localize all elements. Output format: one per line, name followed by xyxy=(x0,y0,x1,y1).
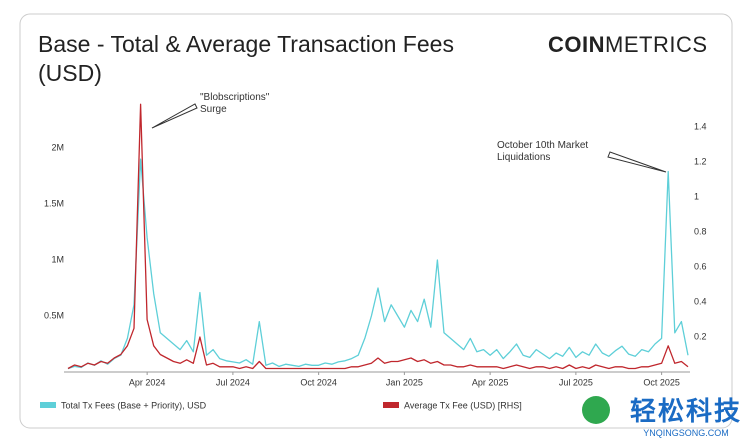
x-tick-label: Oct 2025 xyxy=(643,377,680,387)
annotation: "Blobscriptions" Surge xyxy=(200,92,270,115)
y-tick-label: 1.5M xyxy=(44,198,64,208)
y2-tick-label: 0.2 xyxy=(694,331,707,341)
y2-tick-label: 1.4 xyxy=(694,121,707,131)
watermark: 轻松科技 YNQINGSONG.COM xyxy=(630,391,742,438)
y-tick-label: 0.5M xyxy=(44,310,64,320)
watermark-url: YNQINGSONG.COM xyxy=(643,428,729,438)
x-tick-label: Apr 2025 xyxy=(472,377,509,387)
x-tick-label: Jan 2025 xyxy=(386,377,423,387)
x-tick-label: Jul 2025 xyxy=(559,377,593,387)
legend-label: Average Tx Fee (USD) [RHS] xyxy=(404,400,522,410)
arrow xyxy=(607,151,667,173)
logo-light: METRICS xyxy=(605,32,708,57)
frame xyxy=(19,13,733,429)
series-line xyxy=(67,158,689,370)
legend-label: Total Tx Fees (Base + Priority), USD xyxy=(61,400,207,410)
y2-tick-label: 1.2 xyxy=(694,156,707,166)
series-line xyxy=(67,103,689,370)
y2-tick-label: 0.4 xyxy=(694,296,707,306)
logo-bold: COIN xyxy=(548,32,605,57)
y2-tick-label: 1 xyxy=(694,191,699,201)
legend-swatch xyxy=(40,402,56,408)
x-tick-label: Oct 2024 xyxy=(300,377,337,387)
watermark-text: 轻松科技 xyxy=(629,396,742,426)
x-tick-label: Jul 2024 xyxy=(216,377,250,387)
y-tick-label: 1M xyxy=(51,254,64,264)
annotation: October 10th Market Liquidations xyxy=(497,140,589,163)
legend-swatch xyxy=(383,402,399,408)
arrow xyxy=(151,103,198,129)
logo: COINMETRICS xyxy=(548,32,708,58)
y-tick-label: 2M xyxy=(51,142,64,152)
watermark-icon xyxy=(582,396,610,424)
y2-tick-label: 0.8 xyxy=(694,226,707,236)
x-tick-label: Apr 2024 xyxy=(129,377,166,387)
chart-title: Base - Total & Average Transaction Fees … xyxy=(38,31,454,86)
y2-tick-label: 0.6 xyxy=(694,261,707,271)
